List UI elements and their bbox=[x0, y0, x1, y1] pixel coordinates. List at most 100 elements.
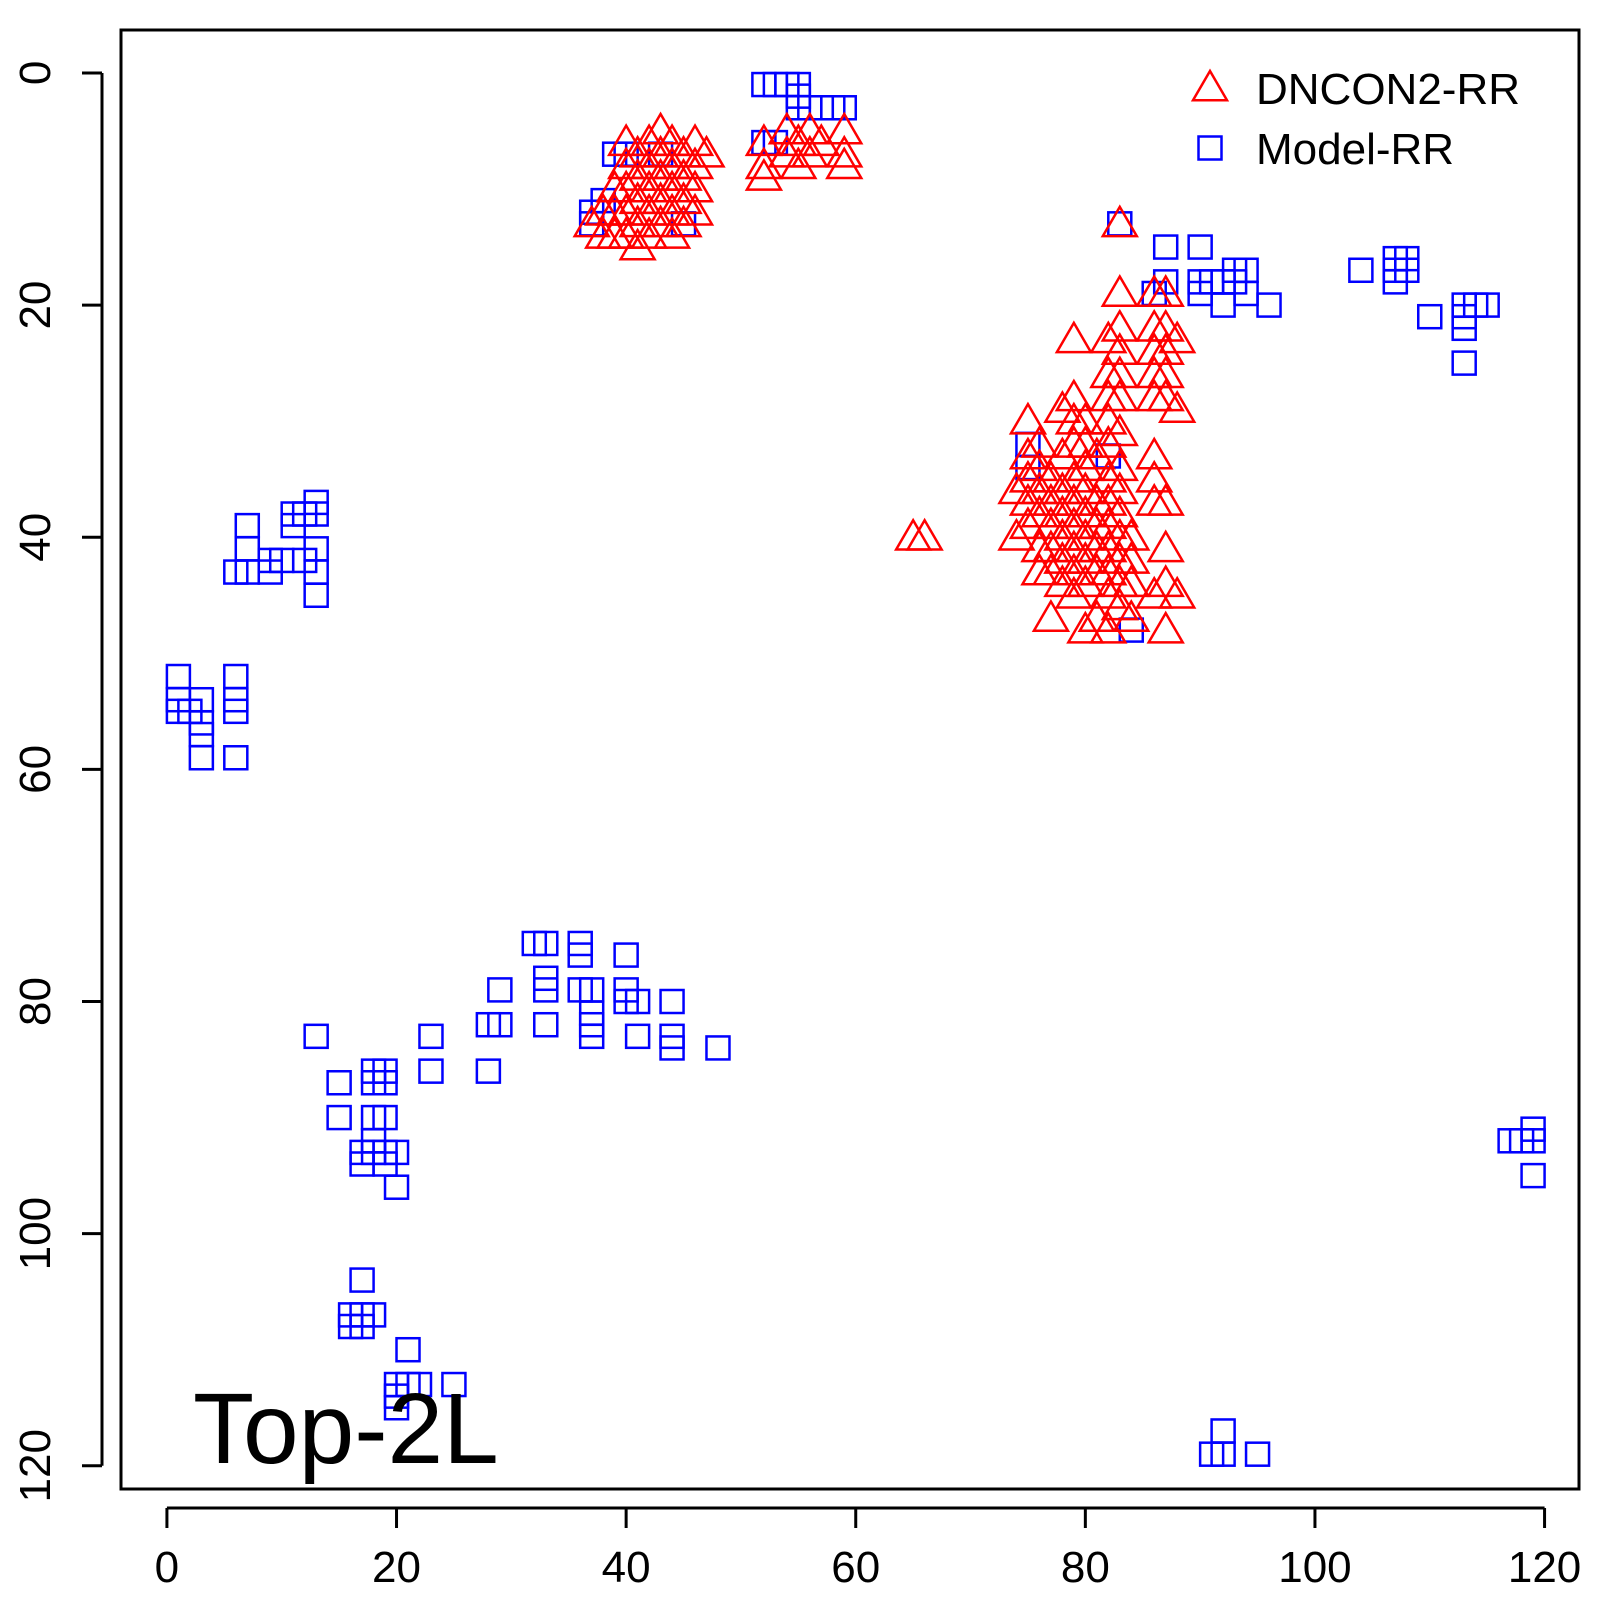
triangle-point bbox=[1077, 436, 1116, 470]
legend: DNCON2-RR Model-RR bbox=[1190, 65, 1520, 174]
triangle-point bbox=[1146, 529, 1185, 563]
square-point bbox=[1152, 234, 1179, 260]
triangle-point bbox=[1100, 273, 1139, 307]
series-model-rr bbox=[165, 71, 1546, 1467]
square-point bbox=[406, 1371, 433, 1398]
square-point bbox=[1210, 292, 1236, 318]
y-tick-label: 80 bbox=[11, 977, 60, 1026]
triangle-point bbox=[1146, 610, 1185, 644]
square-point bbox=[349, 1267, 375, 1293]
square-point bbox=[578, 1023, 605, 1050]
x-tick-label: 20 bbox=[372, 1543, 421, 1592]
triangle-point bbox=[1135, 459, 1174, 493]
square-point bbox=[1394, 257, 1420, 284]
legend-triangle-icon bbox=[1190, 68, 1230, 102]
x-tick-label: 0 bbox=[155, 1543, 179, 1592]
triangle-point bbox=[744, 157, 784, 191]
square-point bbox=[659, 1035, 685, 1061]
square-point bbox=[1244, 1441, 1271, 1467]
triangle-point bbox=[1100, 494, 1139, 528]
square-point bbox=[1451, 350, 1477, 376]
triangle-point bbox=[1054, 378, 1094, 412]
square-point bbox=[1152, 269, 1179, 295]
triangle-point bbox=[675, 146, 715, 180]
square-point bbox=[624, 1023, 651, 1050]
square-point bbox=[475, 1058, 502, 1084]
x-tick-label: 60 bbox=[831, 1543, 880, 1592]
triangle-point bbox=[1112, 564, 1151, 598]
square-point bbox=[223, 745, 249, 771]
square-point bbox=[418, 1023, 444, 1050]
triangle-point bbox=[1158, 575, 1197, 609]
triangle-point bbox=[1135, 575, 1174, 609]
triangle-point bbox=[1158, 390, 1197, 424]
square-point bbox=[326, 1104, 352, 1131]
triangle-point bbox=[675, 169, 715, 203]
square-point bbox=[188, 745, 215, 771]
triangle-point bbox=[1146, 355, 1185, 389]
square-point bbox=[1256, 292, 1282, 318]
square-point bbox=[1417, 303, 1443, 330]
square-point bbox=[533, 930, 559, 957]
legend-label: Model-RR bbox=[1256, 125, 1454, 174]
triangle-point bbox=[1135, 378, 1174, 412]
x-tick-label: 80 bbox=[1061, 1543, 1110, 1592]
triangle-point bbox=[1020, 552, 1059, 586]
triangle-point bbox=[1112, 540, 1151, 574]
square-point bbox=[383, 1139, 410, 1166]
triangle-point bbox=[1020, 424, 1059, 458]
square-point bbox=[395, 1336, 421, 1363]
square-point bbox=[1520, 1162, 1546, 1189]
triangle-point bbox=[1100, 332, 1139, 366]
triangle-point bbox=[825, 111, 864, 145]
triangle-point bbox=[1146, 332, 1185, 366]
square-point bbox=[383, 1174, 410, 1200]
triangle-point bbox=[1100, 413, 1139, 447]
triangle-point bbox=[1135, 482, 1174, 516]
triangle-point bbox=[1112, 598, 1151, 632]
square-point bbox=[303, 1023, 329, 1050]
triangle-point bbox=[1158, 320, 1197, 354]
plot-frame bbox=[119, 28, 1581, 1491]
y-tick-label: 120 bbox=[11, 1429, 60, 1502]
square-point bbox=[303, 501, 329, 527]
square-point bbox=[418, 1058, 444, 1084]
square-point bbox=[360, 1302, 387, 1328]
triangle-point bbox=[1100, 448, 1139, 482]
triangle-point bbox=[1008, 401, 1048, 435]
square-point bbox=[372, 1104, 398, 1131]
triangle-point bbox=[1054, 575, 1094, 609]
y-tick-label: 20 bbox=[11, 281, 60, 330]
square-point bbox=[326, 1070, 352, 1096]
square-point bbox=[372, 1070, 398, 1096]
y-tick-label: 40 bbox=[11, 513, 60, 562]
triangle-point bbox=[1066, 401, 1105, 435]
triangle-point bbox=[675, 192, 715, 226]
triangle-point bbox=[825, 146, 864, 180]
square-point bbox=[1474, 292, 1500, 318]
y-axis: 0 20 40 60 80 100 120 bbox=[11, 61, 104, 1502]
square-point bbox=[487, 1011, 513, 1038]
square-point bbox=[659, 988, 685, 1015]
triangle-point bbox=[618, 227, 657, 261]
square-point bbox=[624, 988, 651, 1015]
triangle-point bbox=[779, 146, 818, 180]
triangle-point bbox=[1089, 424, 1128, 458]
points-layer bbox=[165, 71, 1546, 1467]
square-point bbox=[567, 942, 593, 968]
x-tick-label: 120 bbox=[1508, 1543, 1581, 1592]
legend-item: Model-RR bbox=[1197, 125, 1454, 174]
square-point bbox=[1187, 234, 1213, 260]
legend-label: DNCON2-RR bbox=[1256, 65, 1520, 114]
square-point bbox=[349, 1151, 375, 1177]
square-point bbox=[441, 1371, 467, 1398]
triangle-point bbox=[1100, 308, 1139, 342]
triangle-point bbox=[1100, 204, 1139, 238]
triangle-point bbox=[790, 134, 829, 168]
x-axis: 0 20 40 60 80 100 120 bbox=[155, 1506, 1581, 1592]
triangle-point bbox=[1100, 378, 1139, 412]
triangle-point bbox=[1146, 273, 1185, 307]
series-dncon2-rr bbox=[572, 111, 1197, 644]
triangle-point bbox=[629, 215, 669, 249]
triangle-point bbox=[905, 517, 944, 551]
